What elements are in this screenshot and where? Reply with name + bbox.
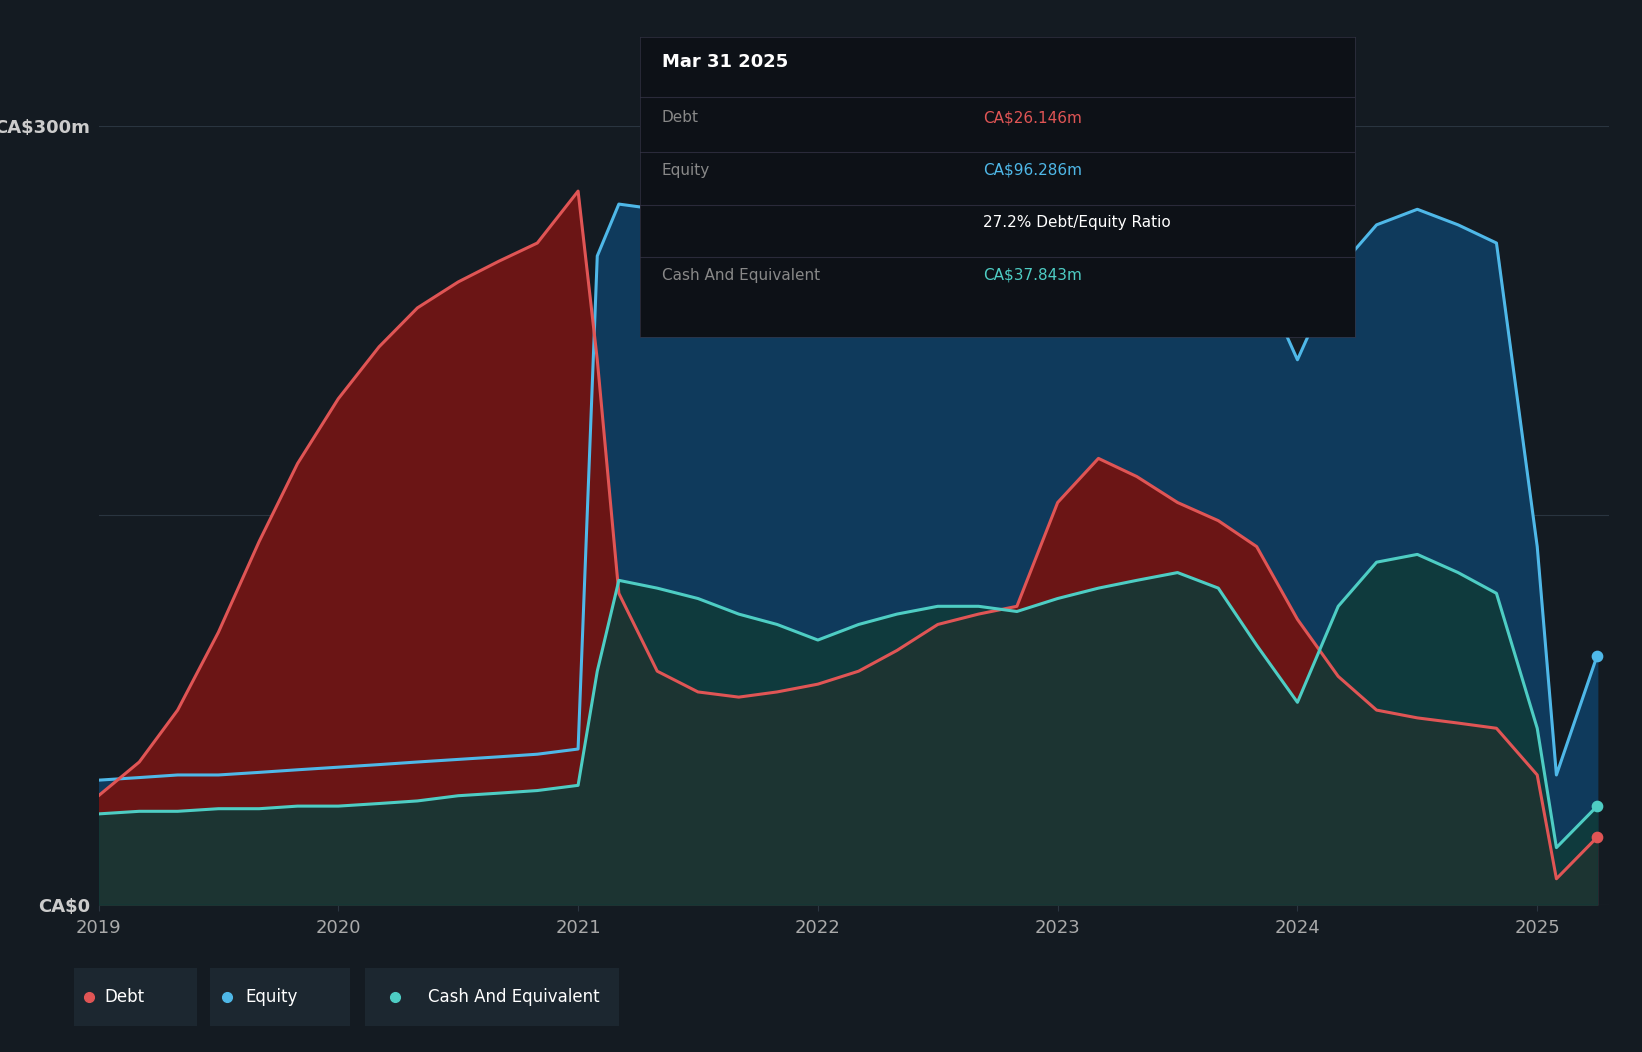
Point [1585,797,1611,814]
Text: Cash And Equivalent: Cash And Equivalent [429,988,599,1006]
Text: 27.2% Debt/Equity Ratio: 27.2% Debt/Equity Ratio [984,216,1171,230]
Point [1585,647,1611,664]
Text: CA$37.843m: CA$37.843m [984,267,1082,283]
Text: Mar 31 2025: Mar 31 2025 [662,54,788,72]
Text: CA$96.286m: CA$96.286m [984,163,1082,178]
Text: Equity: Equity [662,163,709,178]
Text: Cash And Equivalent: Cash And Equivalent [662,267,819,283]
Text: Debt: Debt [662,110,699,125]
Text: Equity: Equity [245,988,297,1006]
Point [1585,829,1611,846]
Text: Debt: Debt [105,988,144,1006]
Text: CA$26.146m: CA$26.146m [984,110,1082,125]
